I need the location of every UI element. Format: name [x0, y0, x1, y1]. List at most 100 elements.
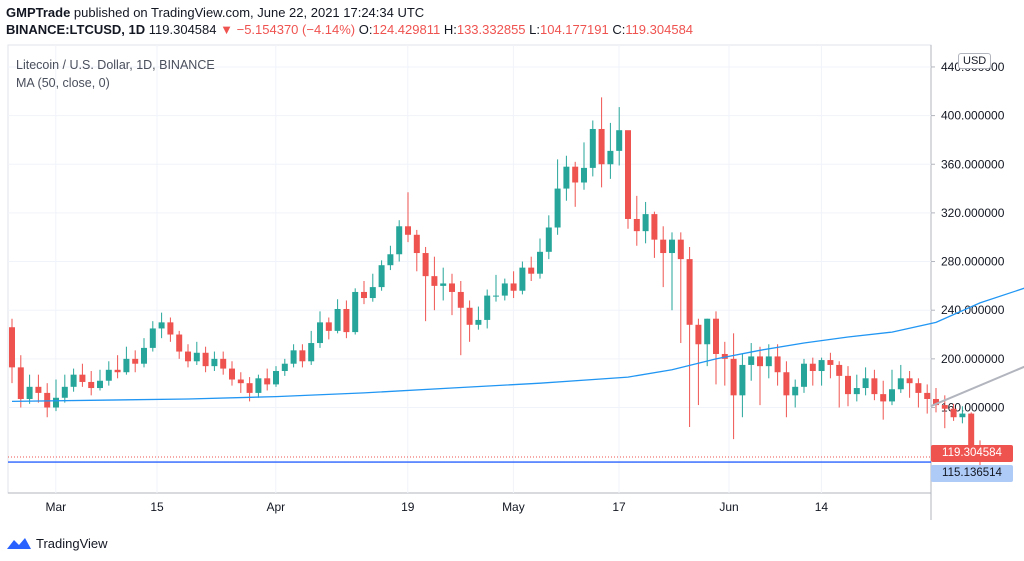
- candle-body: [695, 324, 702, 345]
- candle-body: [616, 130, 623, 151]
- candle-body: [229, 368, 235, 380]
- x-tick-label: Mar: [45, 500, 66, 514]
- candle-body: [361, 291, 367, 299]
- line-price-tag: 115.136514: [931, 465, 1013, 482]
- legend-title[interactable]: Litecoin / U.S. Dollar, 1D, BINANCE: [16, 58, 215, 72]
- chart-legend: Litecoin / U.S. Dollar, 1D, BINANCE MA (…: [16, 56, 215, 92]
- candle-body: [220, 358, 227, 369]
- candle-body: [783, 372, 790, 396]
- candle-body: [53, 397, 59, 408]
- candle-body: [308, 343, 315, 362]
- candle-body: [924, 392, 931, 399]
- candle-body: [765, 356, 772, 367]
- publisher-line: GMPTrade published on TradingView.com, J…: [6, 4, 693, 21]
- candle-body: [801, 363, 807, 387]
- candle-body: [273, 371, 279, 385]
- close-value: 119.304584: [625, 22, 694, 37]
- candle-body: [642, 214, 649, 232]
- candle-body: [792, 386, 799, 396]
- candle-body: [853, 388, 860, 395]
- candle-body: [149, 328, 156, 348]
- y-tick-label: 320.000000: [941, 206, 1005, 220]
- candle-body: [202, 352, 209, 367]
- candle-body: [827, 360, 834, 365]
- x-tick-label: May: [502, 500, 525, 514]
- candle-body: [176, 334, 183, 352]
- candle-body: [915, 383, 922, 393]
- candle-body: [897, 378, 904, 390]
- candle-body: [422, 253, 429, 277]
- y-tick-label: 360.000000: [941, 157, 1005, 171]
- candle-body: [633, 218, 640, 232]
- candle-body: [449, 283, 455, 292]
- brand-label: TradingView: [36, 535, 108, 551]
- candle-body: [255, 378, 262, 393]
- candle-body: [343, 308, 350, 333]
- candle-body: [598, 128, 605, 165]
- candle-body: [334, 308, 341, 331]
- candle-body: [959, 413, 966, 418]
- candle-body: [748, 356, 755, 365]
- tradingview-brand[interactable]: TradingView: [6, 533, 108, 553]
- candle-body: [70, 374, 77, 387]
- candle-body: [730, 358, 737, 396]
- candle-body: [589, 128, 596, 168]
- candle-body: [185, 351, 191, 362]
- candle-body: [501, 283, 508, 296]
- candle-body: [809, 363, 816, 372]
- candle-body: [757, 356, 763, 367]
- candle-body: [440, 283, 447, 286]
- candle-body: [660, 239, 667, 254]
- candle-body: [554, 188, 561, 228]
- candle-body: [123, 358, 130, 373]
- ohlc-line: BINANCE:LTCUSD, 1D 119.304584 ▼ −5.15437…: [6, 21, 693, 38]
- candle-body: [880, 394, 887, 402]
- candle-body: [818, 360, 825, 372]
- candle-body: [968, 413, 975, 452]
- candle-body: [845, 375, 851, 395]
- candle-body: [862, 378, 869, 389]
- candle-body: [537, 251, 543, 274]
- publisher-name[interactable]: GMPTrade: [6, 5, 71, 20]
- candle-body: [625, 130, 631, 219]
- candle-body: [237, 379, 244, 384]
- candle-body: [317, 322, 323, 344]
- candle-body: [264, 378, 271, 385]
- legend-indicator[interactable]: MA (50, close, 0): [16, 76, 110, 90]
- candle-body: [669, 239, 675, 254]
- candle-body: [572, 166, 579, 183]
- candle-body: [9, 327, 15, 368]
- last-price-tag: 119.304584: [931, 445, 1013, 462]
- candle-body: [290, 350, 297, 364]
- candle-body: [299, 350, 306, 362]
- x-tick-label: 15: [150, 500, 164, 514]
- candle-body: [519, 267, 526, 291]
- candle-body: [889, 389, 895, 402]
- currency-badge[interactable]: USD: [958, 53, 992, 69]
- close-label: C:: [612, 22, 626, 37]
- candle-body: [44, 392, 51, 408]
- candle-body: [941, 405, 948, 409]
- candle-body: [281, 363, 288, 372]
- ma50-line: [11, 287, 1024, 403]
- candle-body: [950, 408, 957, 418]
- candle-body: [475, 319, 482, 325]
- open-label: O:: [358, 22, 373, 37]
- high-label: H:: [443, 22, 457, 37]
- candle-body: [26, 386, 33, 399]
- chart-header: GMPTrade published on TradingView.com, J…: [6, 4, 693, 38]
- x-tick-label: 19: [401, 500, 415, 514]
- open-value: 124.429811: [372, 22, 441, 37]
- candle-body: [545, 227, 552, 252]
- trend-line: [930, 365, 1024, 407]
- x-tick-label: Apr: [266, 500, 285, 514]
- candle-body: [721, 353, 728, 359]
- candle-body: [352, 291, 359, 333]
- candle-body: [114, 369, 121, 373]
- high-value: 133.332855: [456, 22, 526, 37]
- y-tick-label: 400.000000: [941, 109, 1005, 123]
- y-tick-label: 200.000000: [941, 352, 1005, 366]
- x-tick-label: 14: [815, 500, 829, 514]
- candle-body: [836, 364, 843, 376]
